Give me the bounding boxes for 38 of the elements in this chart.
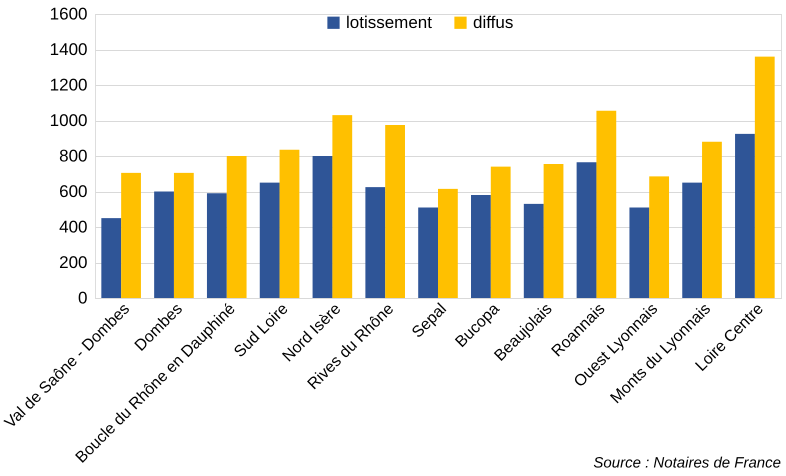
bar [735,134,755,298]
bar [649,176,670,298]
bar [629,207,650,298]
y-tick-label: 200 [59,253,88,272]
bar [754,56,775,298]
legend-label: lotissement [346,12,432,32]
bar [121,172,141,298]
y-tick-label: 1600 [50,4,88,24]
legend-label: diffus [473,12,514,32]
y-tick-label: 1200 [50,76,88,94]
bar [260,182,280,298]
bar [154,192,174,298]
source-note: Source : Notaires de France [593,454,781,472]
y-tick-label: 0 [78,288,88,308]
bar [544,164,564,298]
y-tick-label: 1400 [50,40,88,59]
bar [490,166,511,298]
y-tick-label: 800 [59,146,88,166]
bar [332,115,352,298]
bar [206,193,227,298]
bar [365,187,386,298]
bar [174,172,194,298]
bar [702,142,722,298]
bar [280,150,300,298]
bar [596,110,616,298]
bar [682,182,702,298]
bar [101,218,122,298]
bar [576,162,596,298]
y-tick-label: 1000 [50,111,88,130]
bar [418,207,438,298]
bar [524,204,544,298]
y-tick-label: 400 [59,218,88,236]
bar [438,188,458,298]
bar [226,156,247,298]
y-tick-label: 600 [59,182,88,201]
bar [471,195,491,298]
bar [385,124,405,298]
bar [312,156,332,298]
